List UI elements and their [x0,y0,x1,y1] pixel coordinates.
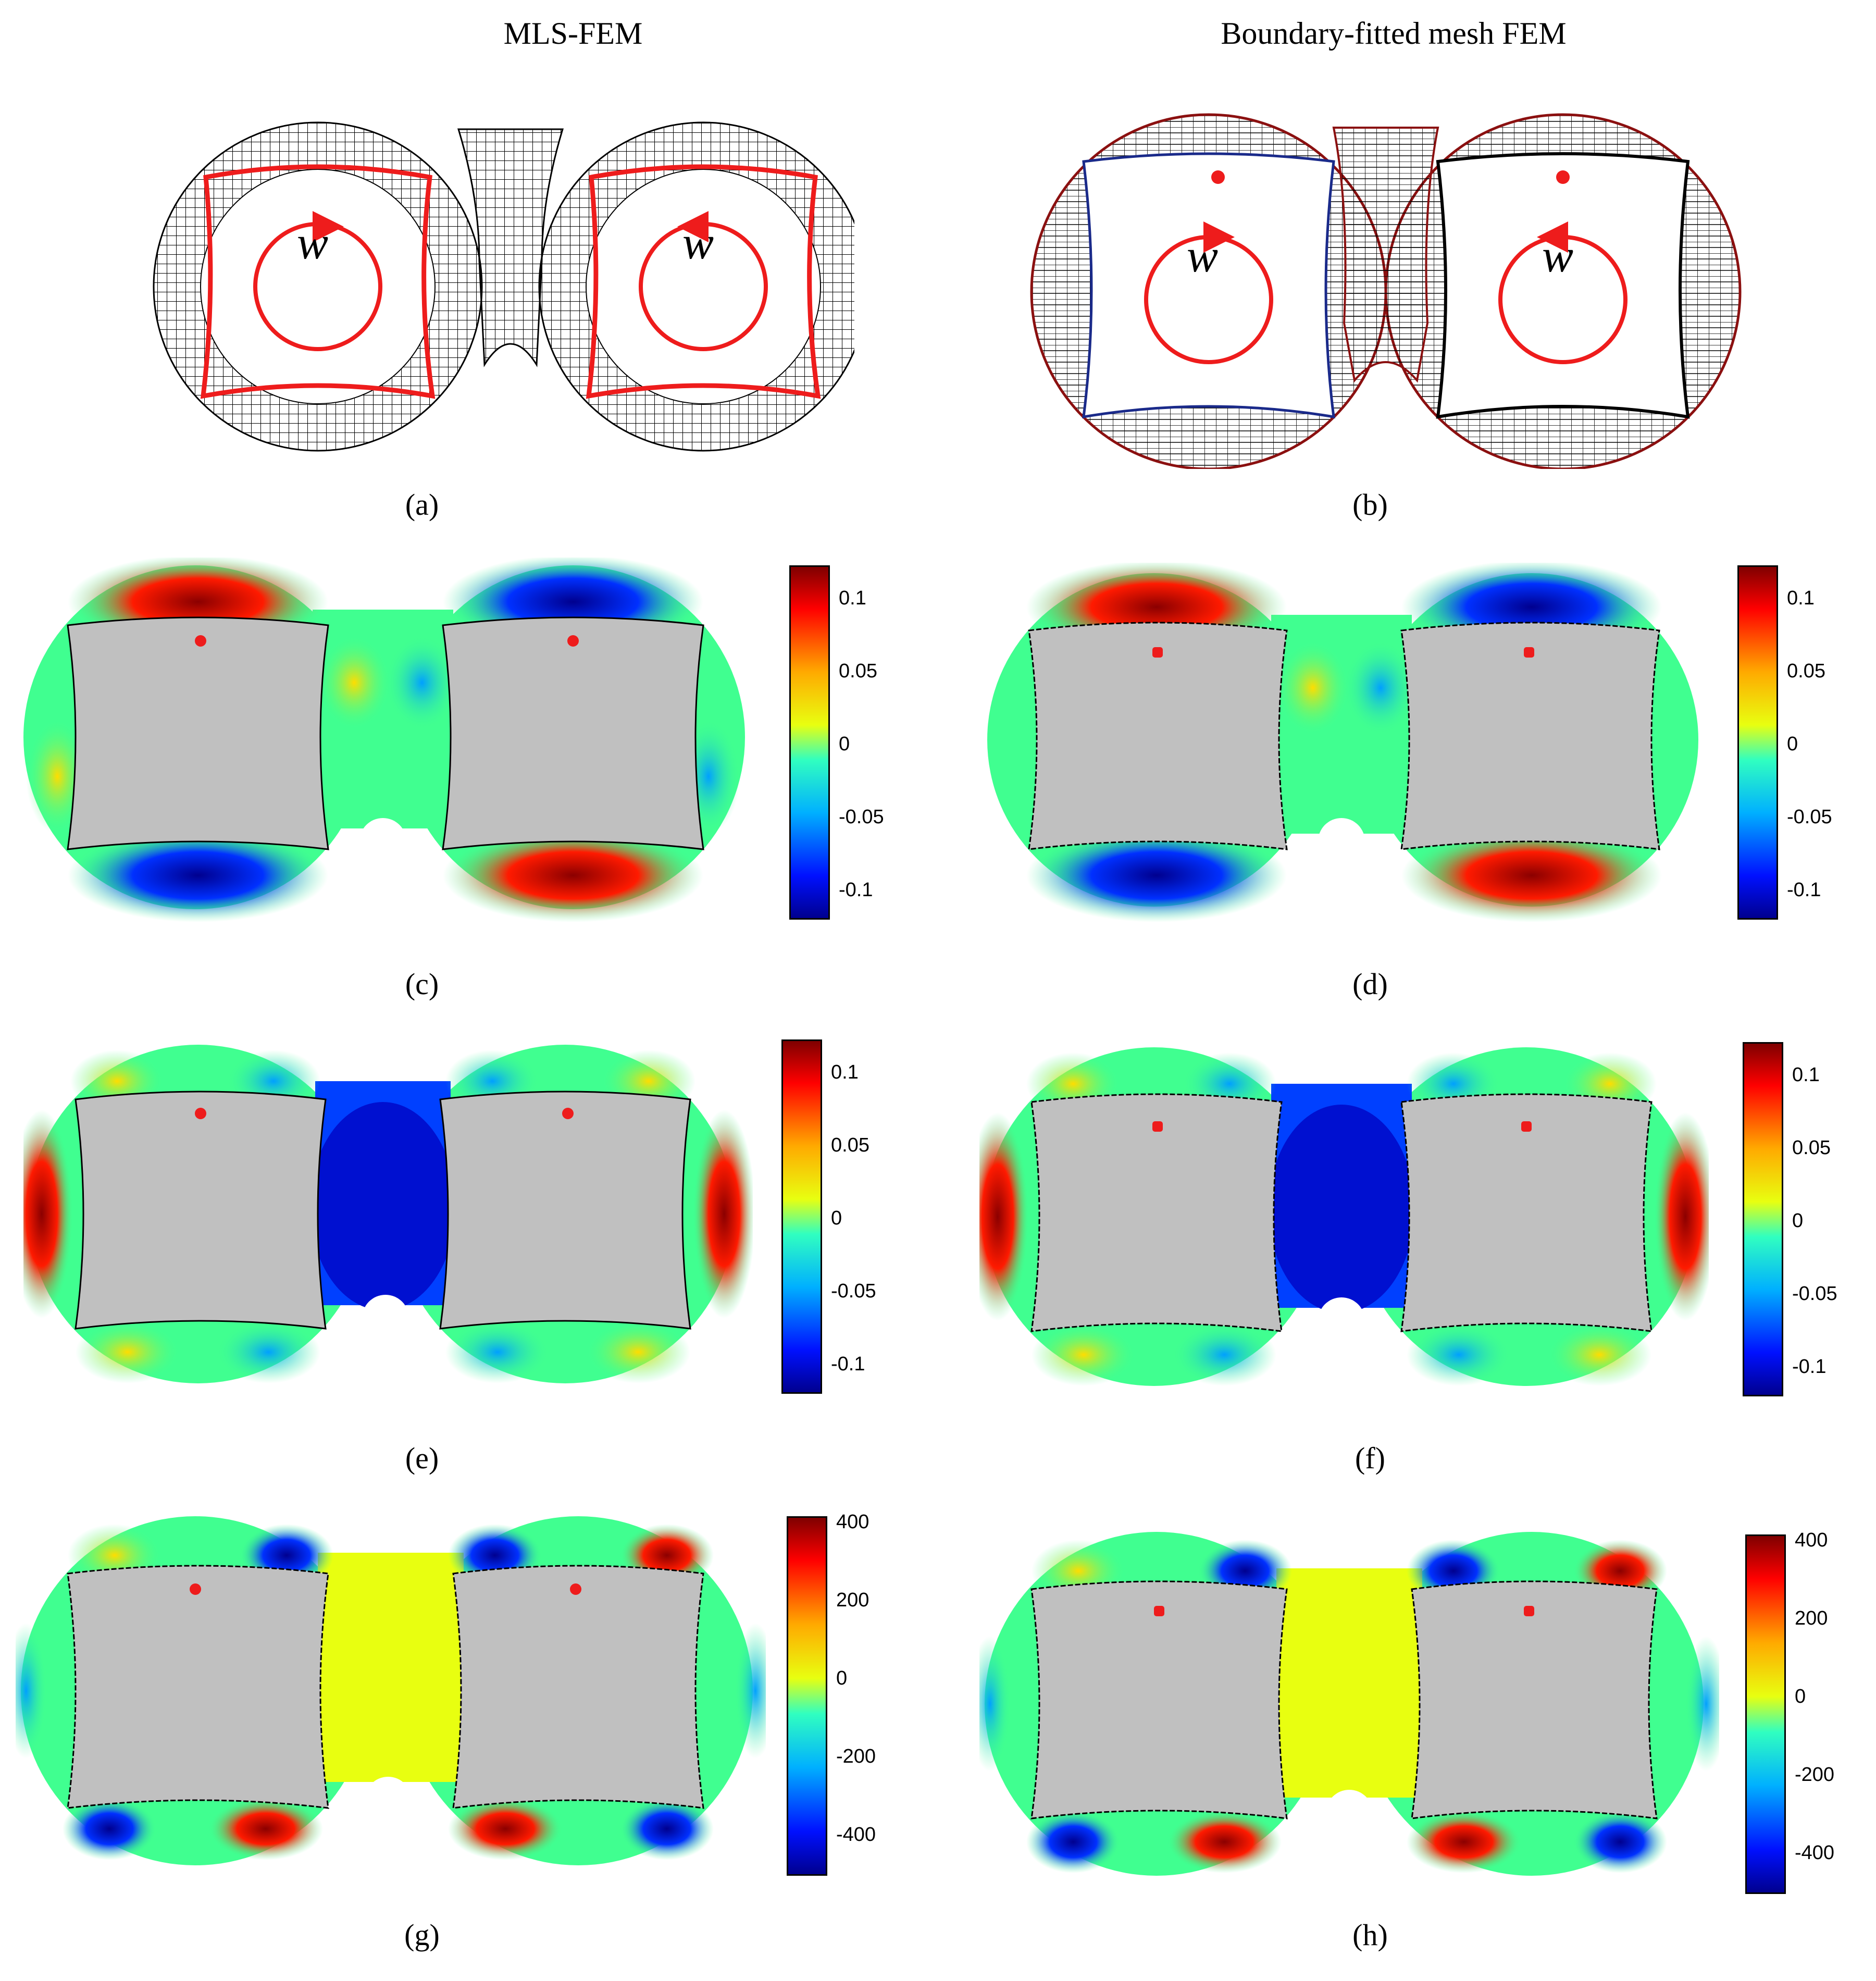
colorbar-h-tick: -200 [1795,1764,1835,1786]
left-column-title: MLS-FEM [503,16,643,51]
colorbar-h: 400 200 0 -200 -400 [1745,1529,1849,1894]
panel-g-stress-contour [16,1506,766,1881]
colorbar-e: 0.1 0.05 0 -0.05 -0.1 [781,1039,886,1394]
right-column-title: Boundary-fitted mesh FEM [1221,16,1567,51]
panel-b-fitted-mesh: w w [1021,104,1750,469]
colorbar-h-tick: 0 [1795,1686,1806,1707]
colorbar-c-tick: 0.1 [839,587,866,609]
panel-h-stress-contour [979,1521,1719,1897]
colorbar-d-tick: 0.05 [1787,660,1825,682]
colorbar-d-tick: -0.1 [1787,879,1821,901]
colorbar-c-tick: 0.05 [839,660,877,682]
colorbar-e-tick: 0 [831,1207,842,1229]
colorbar-f-tick: 0.1 [1792,1064,1820,1086]
colorbar-g-tick: 0 [836,1667,848,1689]
colorbar-d-tick: 0 [1787,733,1798,755]
colorbar-c-tick: -0.1 [839,879,873,901]
colorbar-g-tick: -400 [836,1824,876,1846]
panel-e-contour [23,1034,753,1399]
colorbar-f-tick: 0 [1792,1210,1804,1232]
colorbar-d-tick: -0.05 [1787,806,1832,828]
colorbar-c-tick: -0.05 [839,806,884,828]
colorbar-d: 0.1 0.05 0 -0.05 -0.1 [1737,565,1842,920]
rotation-label-right: w [682,217,714,269]
panel-f-contour [979,1037,1709,1402]
colorbar-g-tick: 200 [836,1589,869,1611]
panel-label-c: (c) [405,967,439,1001]
rotation-label-left-b: w [1187,230,1219,282]
colorbar-e-tick: 0.05 [831,1134,869,1156]
panel-c-contour [21,558,750,922]
colorbar-h-tick: 200 [1795,1607,1828,1629]
panel-a-mls-mesh: w w [73,104,854,469]
colorbar-f-tick: -0.05 [1792,1283,1837,1305]
colorbar-f-tick: 0.05 [1792,1137,1831,1159]
colorbar-h-tick: 400 [1795,1529,1828,1551]
rotation-label-right-b: w [1542,230,1574,282]
colorbar-g: 400 200 0 -200 -400 [787,1511,891,1876]
panel-d-contour [979,563,1709,927]
rotation-label-left: w [297,217,329,269]
panel-label-g: (g) [404,1918,440,1952]
panel-label-a: (a) [405,488,439,522]
colorbar-c-tick: 0 [839,733,850,755]
colorbar-h-tick: -400 [1795,1842,1835,1864]
colorbar-f-tick: -0.1 [1792,1356,1827,1378]
panel-label-f: (f) [1355,1441,1385,1475]
colorbar-d-tick: 0.1 [1787,587,1815,609]
colorbar-g-tick: 400 [836,1511,869,1533]
colorbar-e-tick: 0.1 [831,1061,859,1083]
panel-label-b: (b) [1352,488,1388,522]
panel-label-d: (d) [1352,967,1388,1001]
panel-label-h: (h) [1352,1918,1388,1952]
colorbar-g-tick: -200 [836,1745,876,1767]
colorbar-e-tick: -0.05 [831,1280,876,1302]
colorbar-f: 0.1 0.05 0 -0.05 -0.1 [1743,1042,1847,1396]
panel-label-e: (e) [405,1441,439,1475]
colorbar-e-tick: -0.1 [831,1353,865,1375]
colorbar-c: 0.1 0.05 0 -0.05 -0.1 [789,565,893,920]
